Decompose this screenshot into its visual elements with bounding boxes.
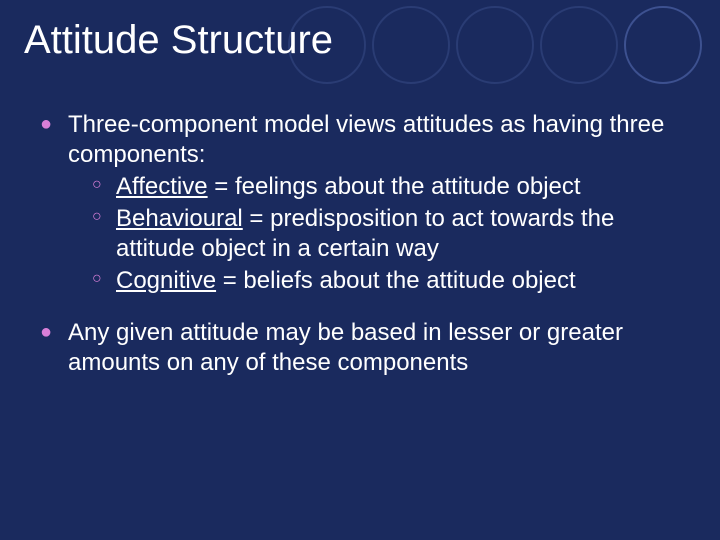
sub-list-item: ○ Cognitive = beliefs about the attitude…: [92, 266, 690, 296]
slide: Attitude Structure ● Three-component mod…: [0, 0, 720, 540]
sub-bullet-icon: ○: [92, 172, 116, 202]
term-underlined: Affective: [116, 173, 208, 200]
term-definition: = beliefs about the attitude object: [216, 267, 576, 294]
sub-bullet-icon: ○: [92, 204, 116, 264]
sub-list-item: ○ Behavioural = predisposition to act to…: [92, 204, 690, 264]
ornament-circles: [288, 6, 702, 84]
list-item: ● Any given attitude may be based in les…: [40, 318, 690, 378]
ornament-circle: [540, 6, 618, 84]
term-underlined: Behavioural: [116, 205, 243, 232]
ornament-circle: [624, 6, 702, 84]
ornament-circle: [372, 6, 450, 84]
list-item-text: Three-component model views attitudes as…: [68, 111, 664, 168]
sub-list-item: ○ Affective = feelings about the attitud…: [92, 172, 690, 202]
ornament-circle: [456, 6, 534, 84]
list-item: ● Three-component model views attitudes …: [40, 110, 690, 296]
slide-title: Attitude Structure: [24, 18, 333, 63]
term-definition: = feelings about the attitude object: [208, 173, 581, 200]
bullet-icon: ●: [40, 318, 68, 378]
sub-bullet-icon: ○: [92, 266, 116, 296]
list-item-text: Any given attitude may be based in lesse…: [68, 319, 623, 376]
bullet-icon: ●: [40, 110, 68, 296]
term-underlined: Cognitive: [116, 267, 216, 294]
slide-body: ● Three-component model views attitudes …: [40, 110, 690, 400]
